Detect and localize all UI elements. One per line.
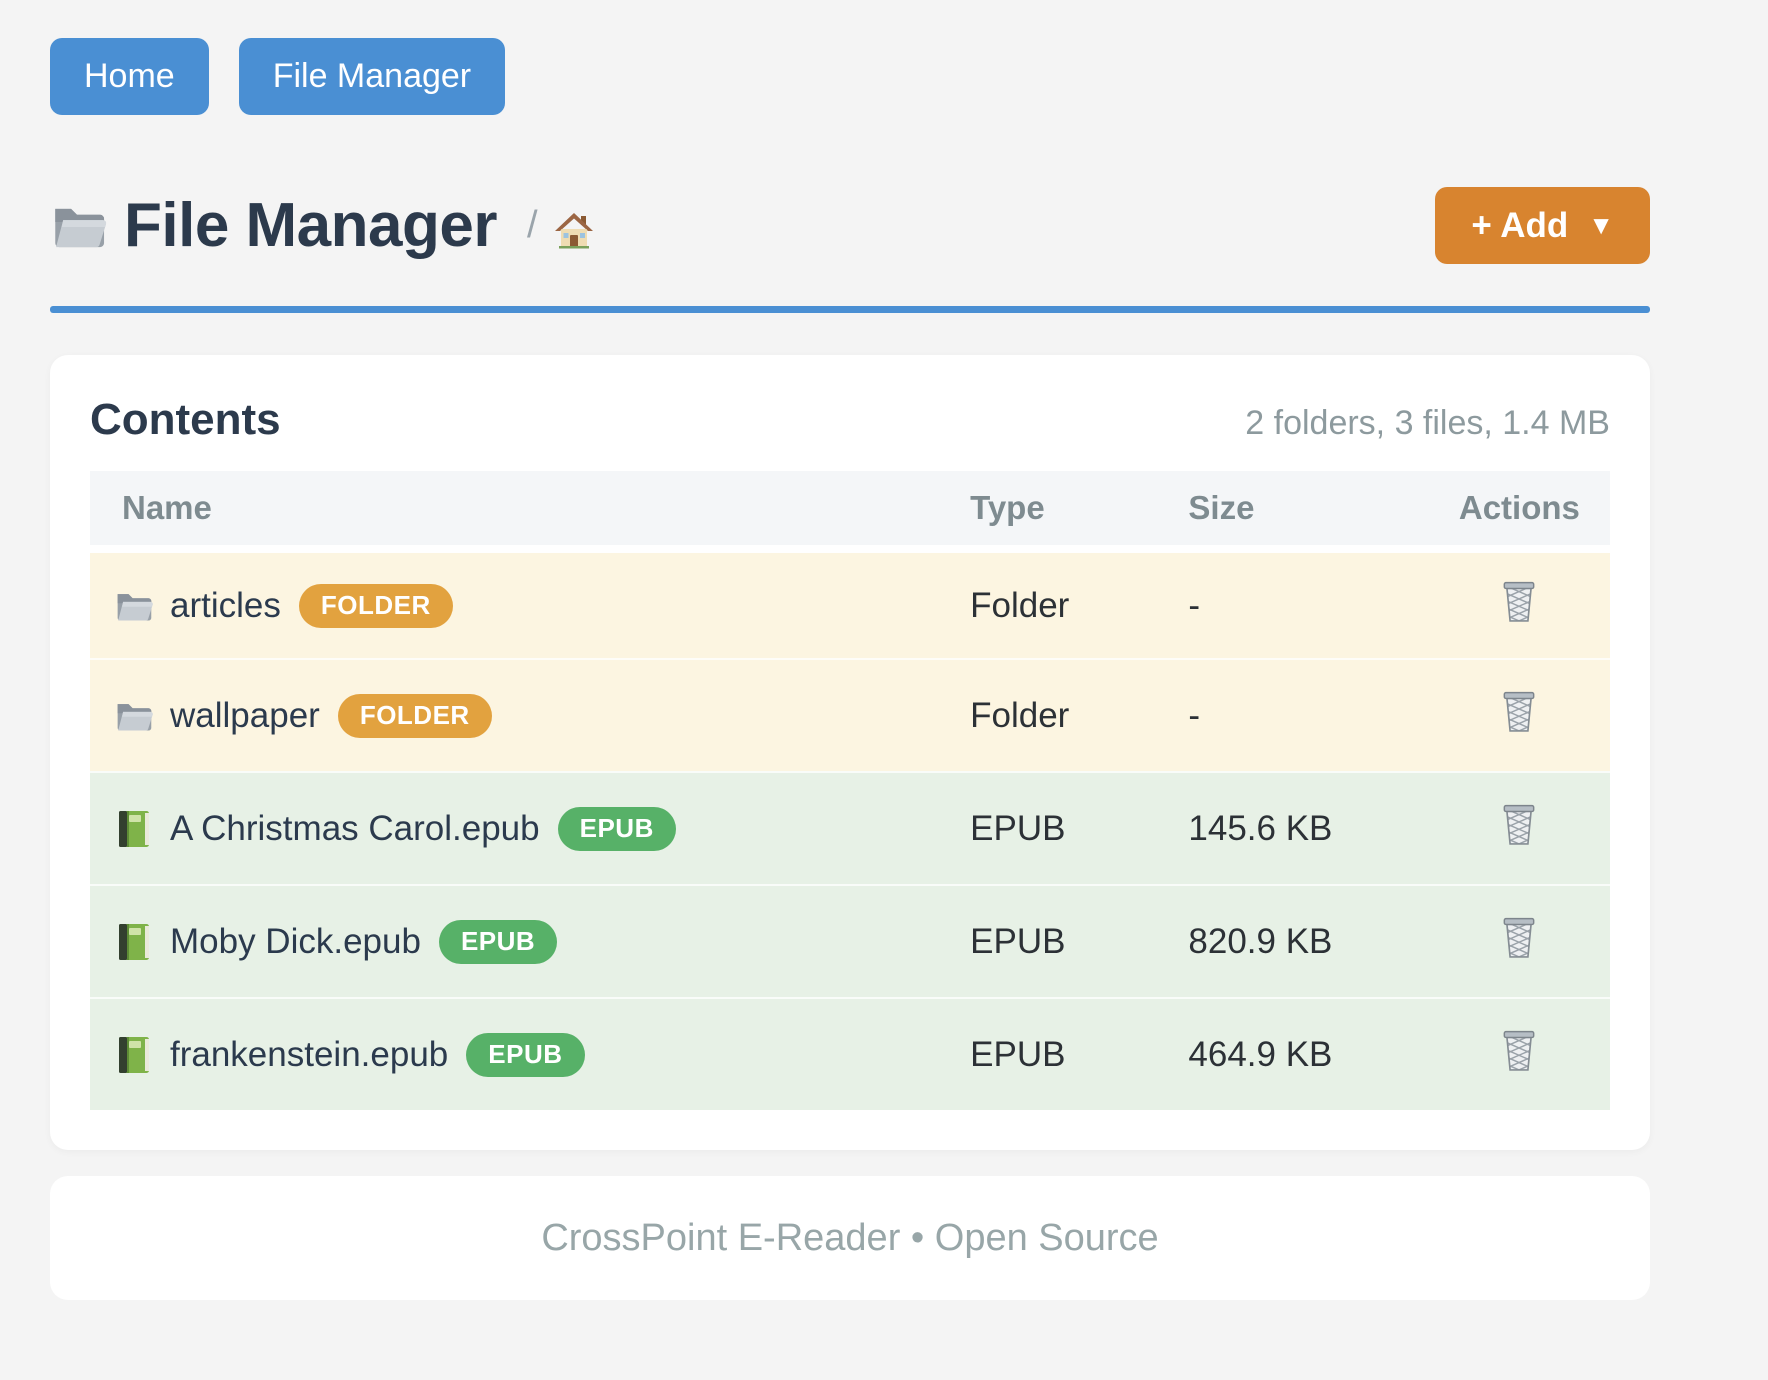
delete-button[interactable] [1500, 579, 1538, 623]
delete-button[interactable] [1500, 802, 1538, 846]
table-row[interactable]: A Christmas Carol.epub EPUB EPUB 145.6 K… [90, 771, 1610, 884]
file-name[interactable]: Moby Dick.epub [170, 921, 421, 961]
page-title: File Manager [124, 191, 498, 260]
delete-button[interactable] [1500, 1028, 1538, 1072]
file-size: - [1172, 658, 1429, 771]
table-row[interactable]: Moby Dick.epub EPUB EPUB 820.9 KB [90, 884, 1610, 997]
type-badge: EPUB [557, 806, 676, 851]
trash-icon [1500, 1028, 1538, 1072]
footer-text: CrossPoint E-Reader • Open Source [541, 1216, 1159, 1259]
table-row[interactable]: frankenstein.epub EPUB EPUB 464.9 KB [90, 997, 1610, 1110]
file-name[interactable]: wallpaper [170, 695, 320, 735]
table-header-row: Name Type Size Actions [90, 471, 1610, 545]
trash-icon [1500, 802, 1538, 846]
trash-icon [1500, 579, 1538, 623]
file-size: - [1172, 545, 1429, 658]
file-name[interactable]: frankenstein.epub [170, 1034, 449, 1074]
book-icon [114, 809, 154, 849]
folder-icon [114, 586, 154, 626]
file-type: EPUB [954, 997, 1173, 1110]
type-badge: FOLDER [298, 583, 453, 628]
file-name[interactable]: articles [170, 585, 281, 625]
folder-icon [50, 199, 108, 253]
title-group: File Manager / [50, 190, 594, 261]
table-row[interactable]: articles FOLDER Folder - [90, 545, 1610, 658]
file-type: Folder [954, 545, 1173, 658]
home-icon[interactable] [554, 210, 594, 250]
nav-home-button[interactable]: Home [50, 38, 209, 115]
table-row[interactable]: wallpaper FOLDER Folder - [90, 658, 1610, 771]
footer: CrossPoint E-Reader • Open Source [50, 1176, 1650, 1300]
contents-heading: Contents [90, 395, 281, 444]
type-badge: EPUB [466, 1032, 585, 1077]
title-divider [50, 306, 1650, 313]
book-icon [114, 1035, 154, 1075]
page: Home File Manager File Manager / + Add ▼… [50, 0, 1650, 1300]
file-size: 820.9 KB [1172, 884, 1429, 997]
breadcrumb: / [527, 202, 594, 250]
add-button-label: + Add [1471, 205, 1569, 245]
file-type: Folder [954, 658, 1173, 771]
file-size: 145.6 KB [1172, 771, 1429, 884]
folder-icon [114, 696, 154, 736]
column-header-type: Type [954, 471, 1173, 545]
breadcrumb-separator: / [527, 204, 538, 246]
page-header: File Manager / + Add ▼ [50, 187, 1650, 264]
column-header-size: Size [1172, 471, 1429, 545]
file-type: EPUB [954, 771, 1173, 884]
column-header-name: Name [90, 471, 955, 545]
file-table: Name Type Size Actions articles FOLDER F… [90, 471, 1610, 1110]
chevron-down-icon: ▼ [1588, 210, 1614, 240]
file-size: 464.9 KB [1172, 997, 1429, 1110]
delete-button[interactable] [1500, 689, 1538, 733]
file-name[interactable]: A Christmas Carol.epub [170, 808, 540, 848]
type-badge: EPUB [438, 919, 558, 964]
add-button[interactable]: + Add ▼ [1435, 187, 1650, 264]
file-type: EPUB [954, 884, 1173, 997]
delete-button[interactable] [1500, 915, 1538, 959]
contents-summary: 2 folders, 3 files, 1.4 MB [1245, 404, 1610, 442]
contents-card-header: Contents 2 folders, 3 files, 1.4 MB [90, 395, 1610, 445]
top-nav: Home File Manager [50, 38, 1650, 115]
nav-file-manager-button[interactable]: File Manager [238, 38, 506, 115]
type-badge: FOLDER [337, 693, 492, 738]
trash-icon [1500, 915, 1538, 959]
book-icon [114, 922, 154, 962]
contents-card: Contents 2 folders, 3 files, 1.4 MB Name… [50, 355, 1650, 1150]
column-header-actions: Actions [1428, 471, 1610, 545]
trash-icon [1500, 689, 1538, 733]
